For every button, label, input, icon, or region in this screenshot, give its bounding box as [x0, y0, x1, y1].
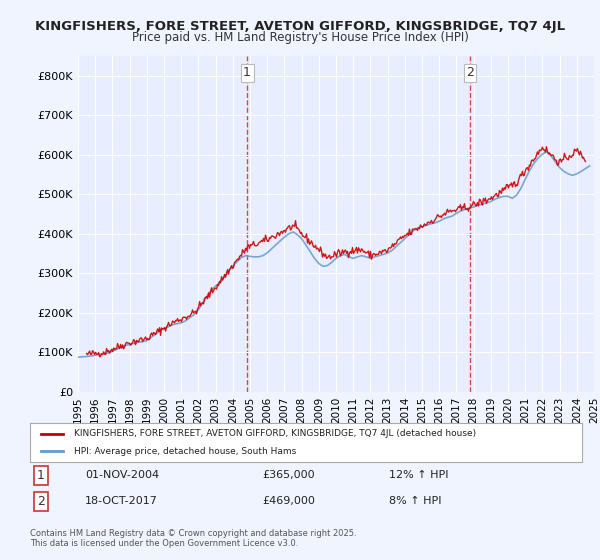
- Text: 2: 2: [466, 66, 474, 79]
- Text: 2: 2: [37, 494, 45, 508]
- Text: Contains HM Land Registry data © Crown copyright and database right 2025.: Contains HM Land Registry data © Crown c…: [30, 529, 356, 538]
- Text: 1: 1: [243, 66, 251, 79]
- Text: 12% ↑ HPI: 12% ↑ HPI: [389, 470, 448, 480]
- Text: £365,000: £365,000: [262, 470, 314, 480]
- Text: KINGFISHERS, FORE STREET, AVETON GIFFORD, KINGSBRIDGE, TQ7 4JL (detached house): KINGFISHERS, FORE STREET, AVETON GIFFORD…: [74, 430, 476, 438]
- Text: £469,000: £469,000: [262, 496, 315, 506]
- Text: HPI: Average price, detached house, South Hams: HPI: Average price, detached house, Sout…: [74, 446, 296, 455]
- Text: Price paid vs. HM Land Registry's House Price Index (HPI): Price paid vs. HM Land Registry's House …: [131, 31, 469, 44]
- Text: This data is licensed under the Open Government Licence v3.0.: This data is licensed under the Open Gov…: [30, 539, 298, 548]
- Text: 1: 1: [37, 469, 45, 482]
- Text: 01-NOV-2004: 01-NOV-2004: [85, 470, 160, 480]
- Text: 8% ↑ HPI: 8% ↑ HPI: [389, 496, 442, 506]
- Text: KINGFISHERS, FORE STREET, AVETON GIFFORD, KINGSBRIDGE, TQ7 4JL: KINGFISHERS, FORE STREET, AVETON GIFFORD…: [35, 20, 565, 32]
- Text: 18-OCT-2017: 18-OCT-2017: [85, 496, 158, 506]
